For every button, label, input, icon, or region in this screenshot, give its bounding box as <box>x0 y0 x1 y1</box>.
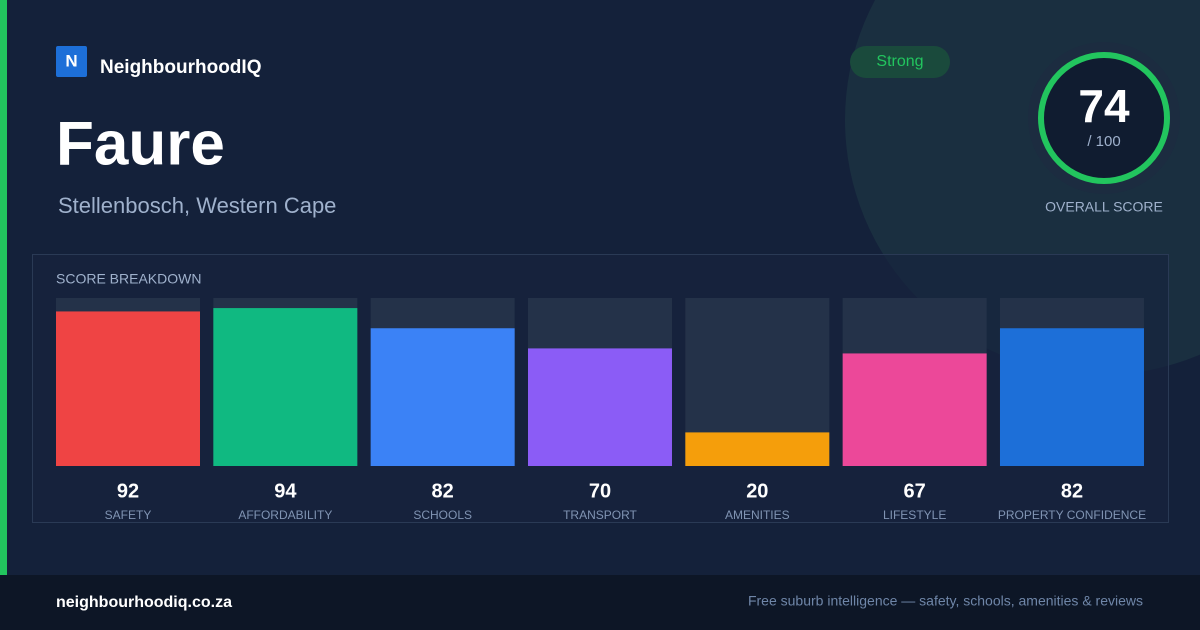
bar <box>213 308 358 466</box>
breakdown-title: SCORE BREAKDOWN <box>56 271 201 287</box>
badge-text: Strong <box>876 53 923 70</box>
bar-category: PROPERTY CONFIDENCE <box>998 508 1146 522</box>
accent-stripe <box>0 0 7 575</box>
bar-category: SCHOOLS <box>413 508 472 522</box>
score-ring <box>1038 52 1170 184</box>
bar-value: 82 <box>1061 480 1083 502</box>
logo-box <box>56 46 87 77</box>
badge <box>850 46 950 78</box>
brand-name: NeighbourhoodIQ <box>100 57 261 78</box>
footer-tagline: Free suburb intelligence — safety, schoo… <box>748 593 1143 609</box>
bar <box>56 311 200 466</box>
bar <box>370 328 515 466</box>
footer <box>0 575 1200 630</box>
suburb-subtitle: Stellenbosch, Western Cape <box>58 193 336 218</box>
bar-value: 70 <box>589 480 611 502</box>
score-out-of: / 100 <box>1087 133 1120 150</box>
bar <box>999 328 1144 466</box>
bar-category: SAFETY <box>105 508 152 522</box>
bar <box>685 432 830 466</box>
bar-value: 67 <box>904 480 926 502</box>
score-value: 74 <box>1078 80 1130 132</box>
bar-value: 20 <box>746 480 768 502</box>
bar-value: 94 <box>274 480 297 502</box>
logo: N <box>65 51 77 70</box>
footer-site: neighbourhoodiq.co.za <box>56 594 232 611</box>
bar <box>842 353 987 466</box>
score-label: OVERALL SCORE <box>1045 199 1163 215</box>
bar-category: AFFORDABILITY <box>238 508 332 522</box>
bar-category: TRANSPORT <box>563 508 637 522</box>
bar-value: 82 <box>432 480 454 502</box>
bar-category: AMENITIES <box>725 508 790 522</box>
bar-category: LIFESTYLE <box>883 508 946 522</box>
bar <box>527 348 672 466</box>
bar-value: 92 <box>117 480 139 502</box>
suburb-title: Faure <box>56 109 225 178</box>
